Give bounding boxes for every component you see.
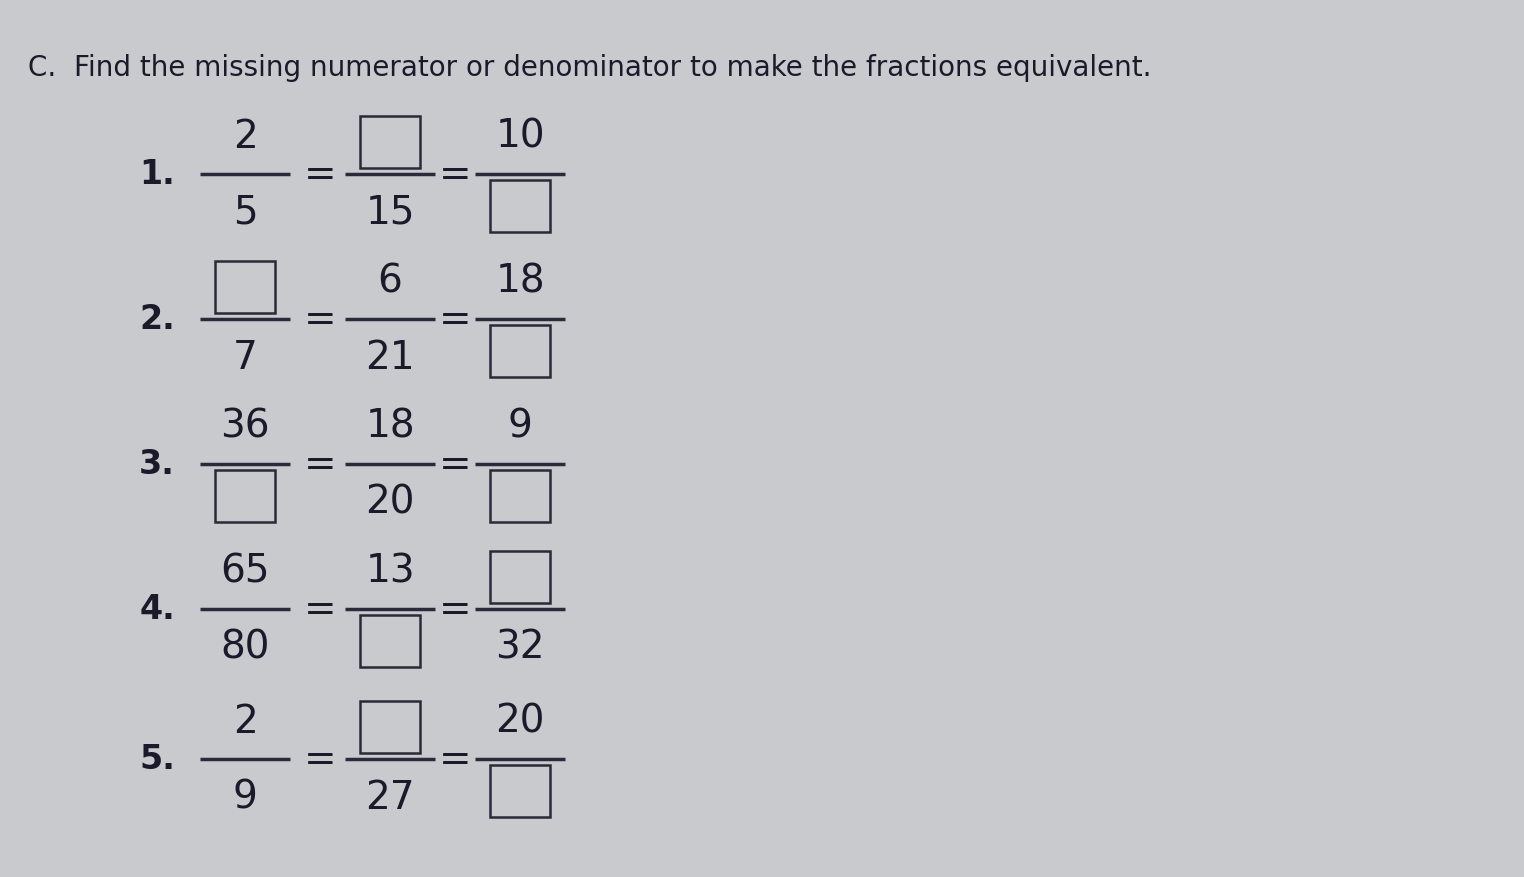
Text: 9: 9 xyxy=(507,408,532,446)
Text: =: = xyxy=(303,301,337,339)
Text: 20: 20 xyxy=(495,702,544,740)
Text: 3.: 3. xyxy=(139,448,175,481)
Bar xyxy=(360,616,421,667)
Bar xyxy=(215,261,274,314)
Text: 65: 65 xyxy=(221,553,270,590)
Bar xyxy=(491,765,550,817)
Text: 36: 36 xyxy=(219,408,270,446)
Text: =: = xyxy=(439,590,471,628)
Text: 80: 80 xyxy=(221,628,270,667)
Text: 7: 7 xyxy=(233,339,258,376)
Text: =: = xyxy=(439,301,471,339)
Text: C.  Find the missing numerator or denominator to make the fractions equivalent.: C. Find the missing numerator or denomin… xyxy=(27,54,1152,82)
Text: 18: 18 xyxy=(366,408,415,446)
Bar xyxy=(360,702,421,753)
Text: =: = xyxy=(303,446,337,483)
Text: 10: 10 xyxy=(495,118,544,156)
Text: 21: 21 xyxy=(366,339,415,376)
Text: =: = xyxy=(303,156,337,194)
Text: 1.: 1. xyxy=(139,159,175,191)
Text: 2: 2 xyxy=(233,702,258,740)
Text: =: = xyxy=(439,446,471,483)
Text: 15: 15 xyxy=(366,194,415,232)
Text: 27: 27 xyxy=(366,778,415,816)
Text: 2.: 2. xyxy=(139,303,175,336)
Text: 4.: 4. xyxy=(139,593,175,626)
Text: 18: 18 xyxy=(495,263,544,301)
Bar xyxy=(215,470,274,523)
Text: =: = xyxy=(439,740,471,778)
Text: 6: 6 xyxy=(378,263,402,301)
Bar xyxy=(360,117,421,168)
Text: 2: 2 xyxy=(233,118,258,156)
Bar xyxy=(491,552,550,603)
Text: =: = xyxy=(303,740,337,778)
Bar xyxy=(491,470,550,523)
Bar xyxy=(491,181,550,232)
Text: 9: 9 xyxy=(233,778,258,816)
Text: 32: 32 xyxy=(495,628,544,667)
Text: 20: 20 xyxy=(366,483,415,522)
Text: 5.: 5. xyxy=(139,743,175,775)
Text: 5: 5 xyxy=(233,194,258,232)
Text: =: = xyxy=(439,156,471,194)
Text: 13: 13 xyxy=(366,553,415,590)
Bar xyxy=(491,325,550,378)
Text: =: = xyxy=(303,590,337,628)
